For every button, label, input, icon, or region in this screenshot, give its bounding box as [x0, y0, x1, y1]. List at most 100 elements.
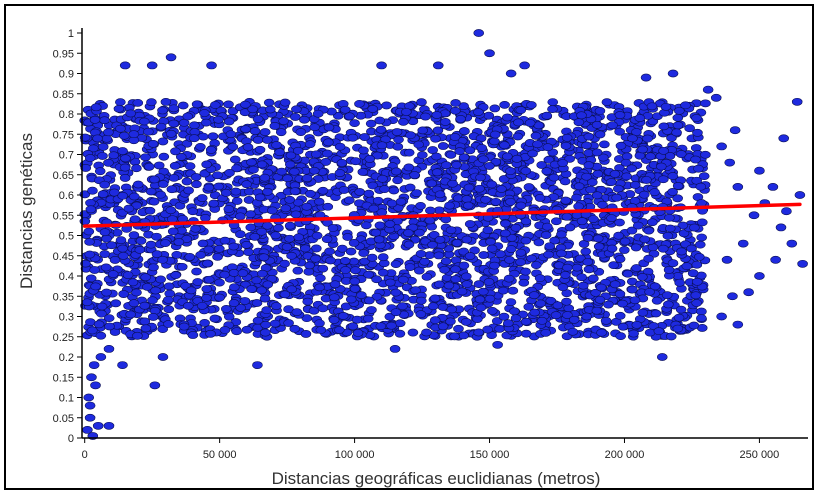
y-tick-label: 0.4 [59, 271, 74, 283]
cloud-point [464, 220, 476, 228]
cloud-point [279, 259, 290, 268]
cloud-point [313, 197, 325, 206]
cloud-point [259, 173, 271, 182]
cloud-point [249, 127, 261, 136]
cloud-point [510, 314, 522, 323]
cloud-point [515, 258, 526, 267]
cloud-point [246, 158, 257, 167]
cloud-point [541, 111, 553, 120]
cloud-point [299, 244, 311, 253]
cloud-point [689, 223, 700, 232]
cloud-point [94, 167, 106, 176]
cloud-point [487, 307, 498, 315]
cloud-point [377, 174, 388, 183]
cloud-point [425, 206, 436, 215]
cloud-point [252, 316, 264, 325]
cloud-point [464, 252, 476, 260]
cloud-point [676, 247, 687, 256]
cloud-point [543, 155, 555, 164]
cloud-point [221, 305, 232, 313]
cloud-point [642, 134, 653, 143]
cloud-point [658, 146, 669, 155]
cloud-point [363, 189, 375, 198]
cloud-point [262, 280, 274, 289]
cloud-point [504, 256, 515, 264]
cloud-point [163, 282, 175, 291]
cloud-point [84, 237, 95, 246]
cloud-point [125, 310, 136, 319]
cloud-point [373, 235, 385, 244]
cloud-point [451, 160, 462, 169]
cloud-point [144, 206, 156, 215]
cloud-point [386, 199, 398, 208]
data-point [88, 361, 100, 369]
cloud-point [460, 317, 472, 326]
cloud-point [567, 327, 579, 336]
cloud-point [334, 326, 345, 334]
cloud-point [582, 258, 594, 266]
y-tick-label: 0.75 [53, 129, 74, 141]
cloud-point [273, 224, 284, 232]
data-point [710, 93, 722, 102]
cloud-point [280, 204, 291, 213]
cloud-point [631, 128, 642, 136]
cloud-point [87, 326, 98, 335]
cloud-point [686, 244, 697, 253]
cloud-point [329, 293, 340, 302]
cloud-point [310, 254, 321, 263]
cloud-point [458, 247, 469, 256]
cloud-point [252, 136, 264, 144]
cloud-point [386, 321, 397, 330]
data-points [82, 29, 808, 440]
cloud-point [289, 167, 300, 176]
cloud-point [317, 264, 329, 273]
cloud-point [649, 188, 660, 197]
cloud-point [690, 291, 702, 300]
cloud-point [421, 328, 432, 337]
cloud-point [694, 240, 706, 249]
cloud-point [103, 314, 115, 323]
cloud-point [252, 115, 264, 123]
cloud-point [434, 235, 446, 244]
cloud-point [284, 160, 296, 169]
cloud-point [249, 232, 261, 241]
cloud-point [696, 307, 707, 316]
cloud-point [228, 242, 239, 251]
cloud-point [694, 253, 705, 261]
chart-frame: 0 0.05 0.1 0.15 0.2 0.25 0.3 0.35 0.4 0.45 0.5 0.55… [4, 4, 814, 490]
cloud-point [580, 247, 592, 256]
cloud-point [289, 324, 301, 333]
cloud-point [653, 327, 665, 336]
cloud-point [681, 262, 693, 271]
cloud-point [160, 239, 171, 247]
cloud-point [403, 148, 415, 157]
cloud-point [219, 326, 231, 334]
cloud-point [265, 105, 276, 114]
cloud-point [87, 186, 98, 195]
cloud-point [552, 301, 564, 310]
cloud-point [99, 228, 111, 237]
cloud-point [388, 186, 400, 195]
cloud-point [89, 266, 100, 274]
cloud-point [377, 268, 389, 277]
cloud-point [359, 133, 370, 141]
cloud-point [403, 163, 415, 172]
cloud-point [365, 119, 377, 128]
cloud-point [328, 316, 340, 324]
cloud-point [581, 141, 592, 150]
cloud-point [254, 193, 266, 202]
cloud-point [366, 306, 377, 314]
cloud-point [540, 328, 552, 337]
cloud-point [672, 121, 684, 130]
cloud-point [282, 174, 293, 183]
cloud-point [576, 217, 588, 226]
cloud-point [424, 251, 435, 260]
cloud-point [658, 122, 670, 131]
cloud-point [309, 166, 320, 175]
cloud-point [559, 177, 571, 186]
cloud-point [155, 122, 167, 131]
data-point [206, 61, 217, 70]
cloud-point [515, 106, 527, 114]
cloud-point [148, 197, 160, 206]
cloud-point [245, 223, 257, 232]
